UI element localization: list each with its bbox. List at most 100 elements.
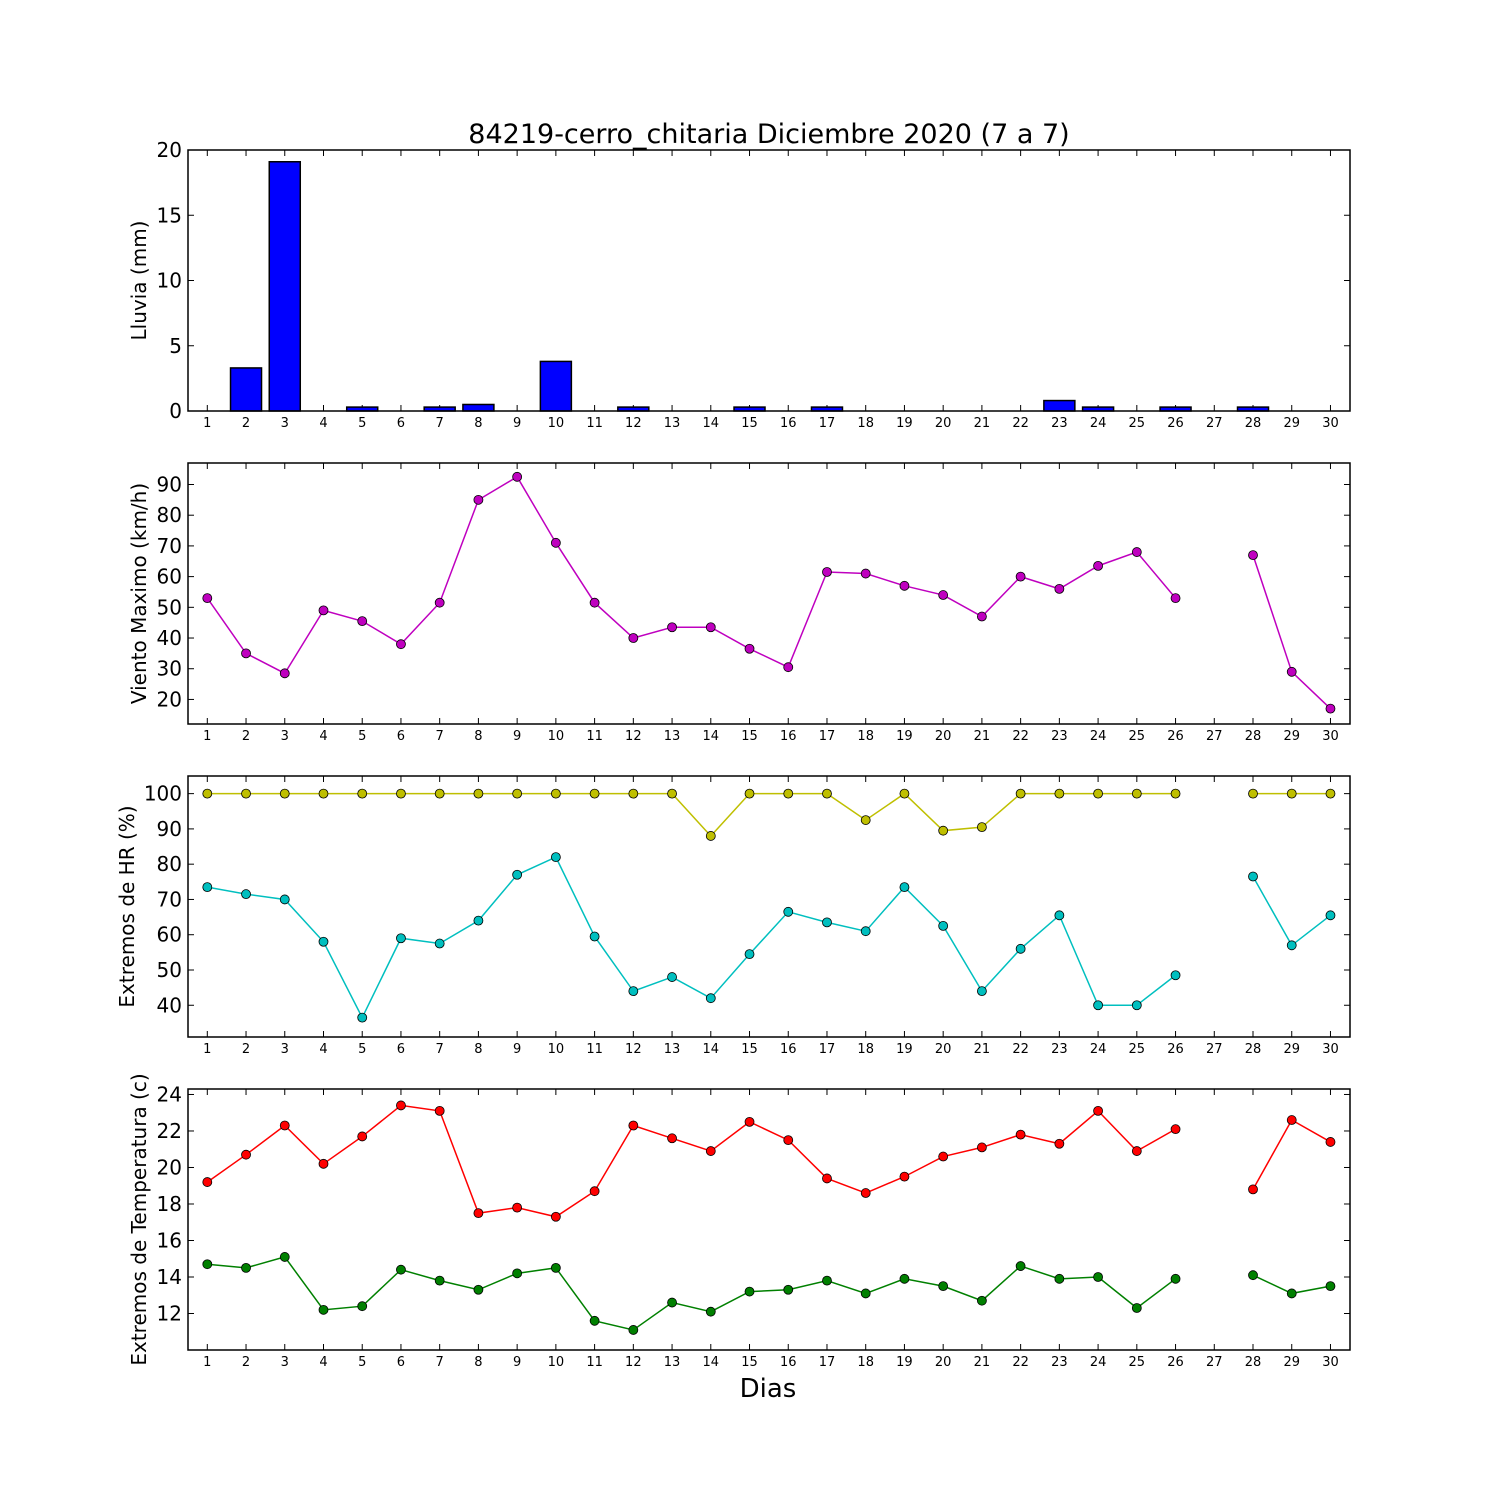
- series-2-point-day-5: [357, 1301, 368, 1312]
- x-tick-label: 12: [625, 729, 642, 744]
- y-tick-label: 30: [157, 657, 182, 681]
- rain-bar-day-2: [229, 367, 263, 412]
- x-tick-label: 22: [1012, 1355, 1029, 1370]
- series-1-point-day-3: [279, 668, 290, 679]
- series-1-point-day-23: [1054, 583, 1065, 594]
- y-axis-label: Extremos de HR (%): [115, 805, 139, 1007]
- series-2-point-day-21: [977, 1295, 987, 1306]
- series-2-point-day-25: [1131, 1303, 1142, 1313]
- series-2-point-day-13: [667, 972, 677, 982]
- series-1-point-day-4: [318, 788, 329, 799]
- x-tick-label: 30: [1322, 416, 1339, 431]
- series-2-point-day-28: [1248, 871, 1258, 882]
- x-tick-label: 3: [281, 1042, 289, 1057]
- y-tick-label: 40: [157, 993, 182, 1017]
- series-1-point-day-14: [705, 831, 716, 841]
- series-1-point-day-21: [977, 611, 987, 622]
- y-axis-label: Extremos de Temperatura (c): [127, 1073, 151, 1365]
- x-tick-label: 3: [281, 1355, 289, 1370]
- x-tick-label: 28: [1245, 1355, 1262, 1370]
- series-1-point-day-6: [396, 1100, 406, 1111]
- series-2-point-day-14: [705, 993, 716, 1004]
- x-tick-label: 29: [1283, 416, 1300, 431]
- series-1-point-day-24: [1093, 788, 1103, 799]
- x-tick-label: 19: [896, 1042, 913, 1057]
- series-1-point-day-2: [241, 1149, 251, 1160]
- series-1-point-day-3: [279, 1120, 290, 1131]
- y-tick-label: 20: [157, 687, 182, 711]
- series-1-point-day-25: [1131, 1146, 1142, 1156]
- series-1-point-day-14: [705, 622, 716, 633]
- plot-area: [188, 150, 1350, 411]
- series-1-point-day-20: [938, 1151, 949, 1162]
- series-2-point-day-22: [1015, 1261, 1026, 1271]
- series-1-point-day-22: [1015, 788, 1026, 799]
- series-1-point-day-29: [1286, 788, 1297, 799]
- series-1-point-day-2: [241, 788, 251, 799]
- series-2-point-day-12: [628, 986, 639, 997]
- y-tick-label: 90: [157, 472, 182, 496]
- x-tick-label: 16: [780, 1042, 797, 1057]
- x-tick-label: 21: [974, 416, 991, 431]
- x-tick-label: 4: [319, 1355, 327, 1370]
- y-tick-label: 12: [157, 1301, 182, 1325]
- plot-frame: [187, 775, 1351, 1038]
- y-tick-label: 90: [157, 817, 182, 841]
- series-2-point-day-8: [473, 1284, 484, 1295]
- x-tick-label: 25: [1129, 1042, 1146, 1057]
- x-tick-label: 16: [780, 729, 797, 744]
- x-tick-label: 5: [358, 1042, 366, 1057]
- x-tick-label: 14: [703, 729, 720, 744]
- x-tick-label: 20: [935, 1042, 952, 1057]
- x-tick-label: 19: [896, 729, 913, 744]
- series-1-point-day-1: [202, 788, 213, 799]
- y-tick-label: 16: [157, 1228, 182, 1252]
- series-2-point-day-30: [1325, 910, 1336, 921]
- x-tick-label: 23: [1051, 416, 1068, 431]
- series-2-point-day-16: [783, 1284, 794, 1295]
- plot-area: [188, 1089, 1350, 1350]
- x-tick-label: 10: [548, 416, 565, 431]
- series-2-point-day-4: [318, 936, 329, 947]
- series-1-point-day-28: [1248, 1184, 1258, 1195]
- series-2-point-day-18: [860, 1288, 871, 1299]
- y-tick-label: 14: [157, 1265, 182, 1289]
- x-tick-label: 8: [474, 416, 482, 431]
- x-tick-label: 7: [436, 1042, 444, 1057]
- series-2-point-day-28: [1248, 1270, 1258, 1281]
- series-1-point-day-8: [473, 788, 484, 799]
- y-tick-label: 40: [157, 626, 182, 650]
- series-1-point-day-9: [512, 471, 523, 482]
- x-tick-label: 8: [474, 1355, 482, 1370]
- series-1-point-day-10: [550, 788, 561, 799]
- x-tick-label: 3: [281, 416, 289, 431]
- series-2-point-day-15: [744, 1286, 755, 1297]
- series-2-point-day-29: [1286, 940, 1297, 951]
- series-1-point-day-16: [783, 662, 794, 673]
- series-1-point-day-28: [1248, 550, 1258, 561]
- x-tick-label: 17: [819, 729, 836, 744]
- x-tick-label: 15: [741, 729, 758, 744]
- series-1-point-day-24: [1093, 560, 1103, 571]
- series-2-point-day-9: [512, 1268, 523, 1279]
- x-tick-label: 1: [203, 1042, 211, 1057]
- series-1-line: [206, 475, 1177, 675]
- series-1-point-day-26: [1170, 788, 1181, 799]
- x-tick-label: 5: [358, 416, 366, 431]
- x-tick-label: 25: [1129, 416, 1146, 431]
- x-tick-label: 6: [397, 1355, 405, 1370]
- y-tick-label: 0: [169, 399, 182, 423]
- series-2-point-day-23: [1054, 1273, 1065, 1284]
- x-tick-label: 20: [935, 1355, 952, 1370]
- x-tick-label: 18: [857, 416, 874, 431]
- series-1-point-day-8: [473, 494, 484, 505]
- series-1-point-day-25: [1131, 547, 1142, 557]
- x-tick-label: 11: [586, 729, 603, 744]
- series-1-point-day-13: [667, 1133, 677, 1144]
- series-2-point-day-15: [744, 949, 755, 960]
- series-1-point-day-17: [822, 788, 832, 799]
- series-1-point-day-30: [1325, 1137, 1336, 1147]
- x-tick-label: 12: [625, 1355, 642, 1370]
